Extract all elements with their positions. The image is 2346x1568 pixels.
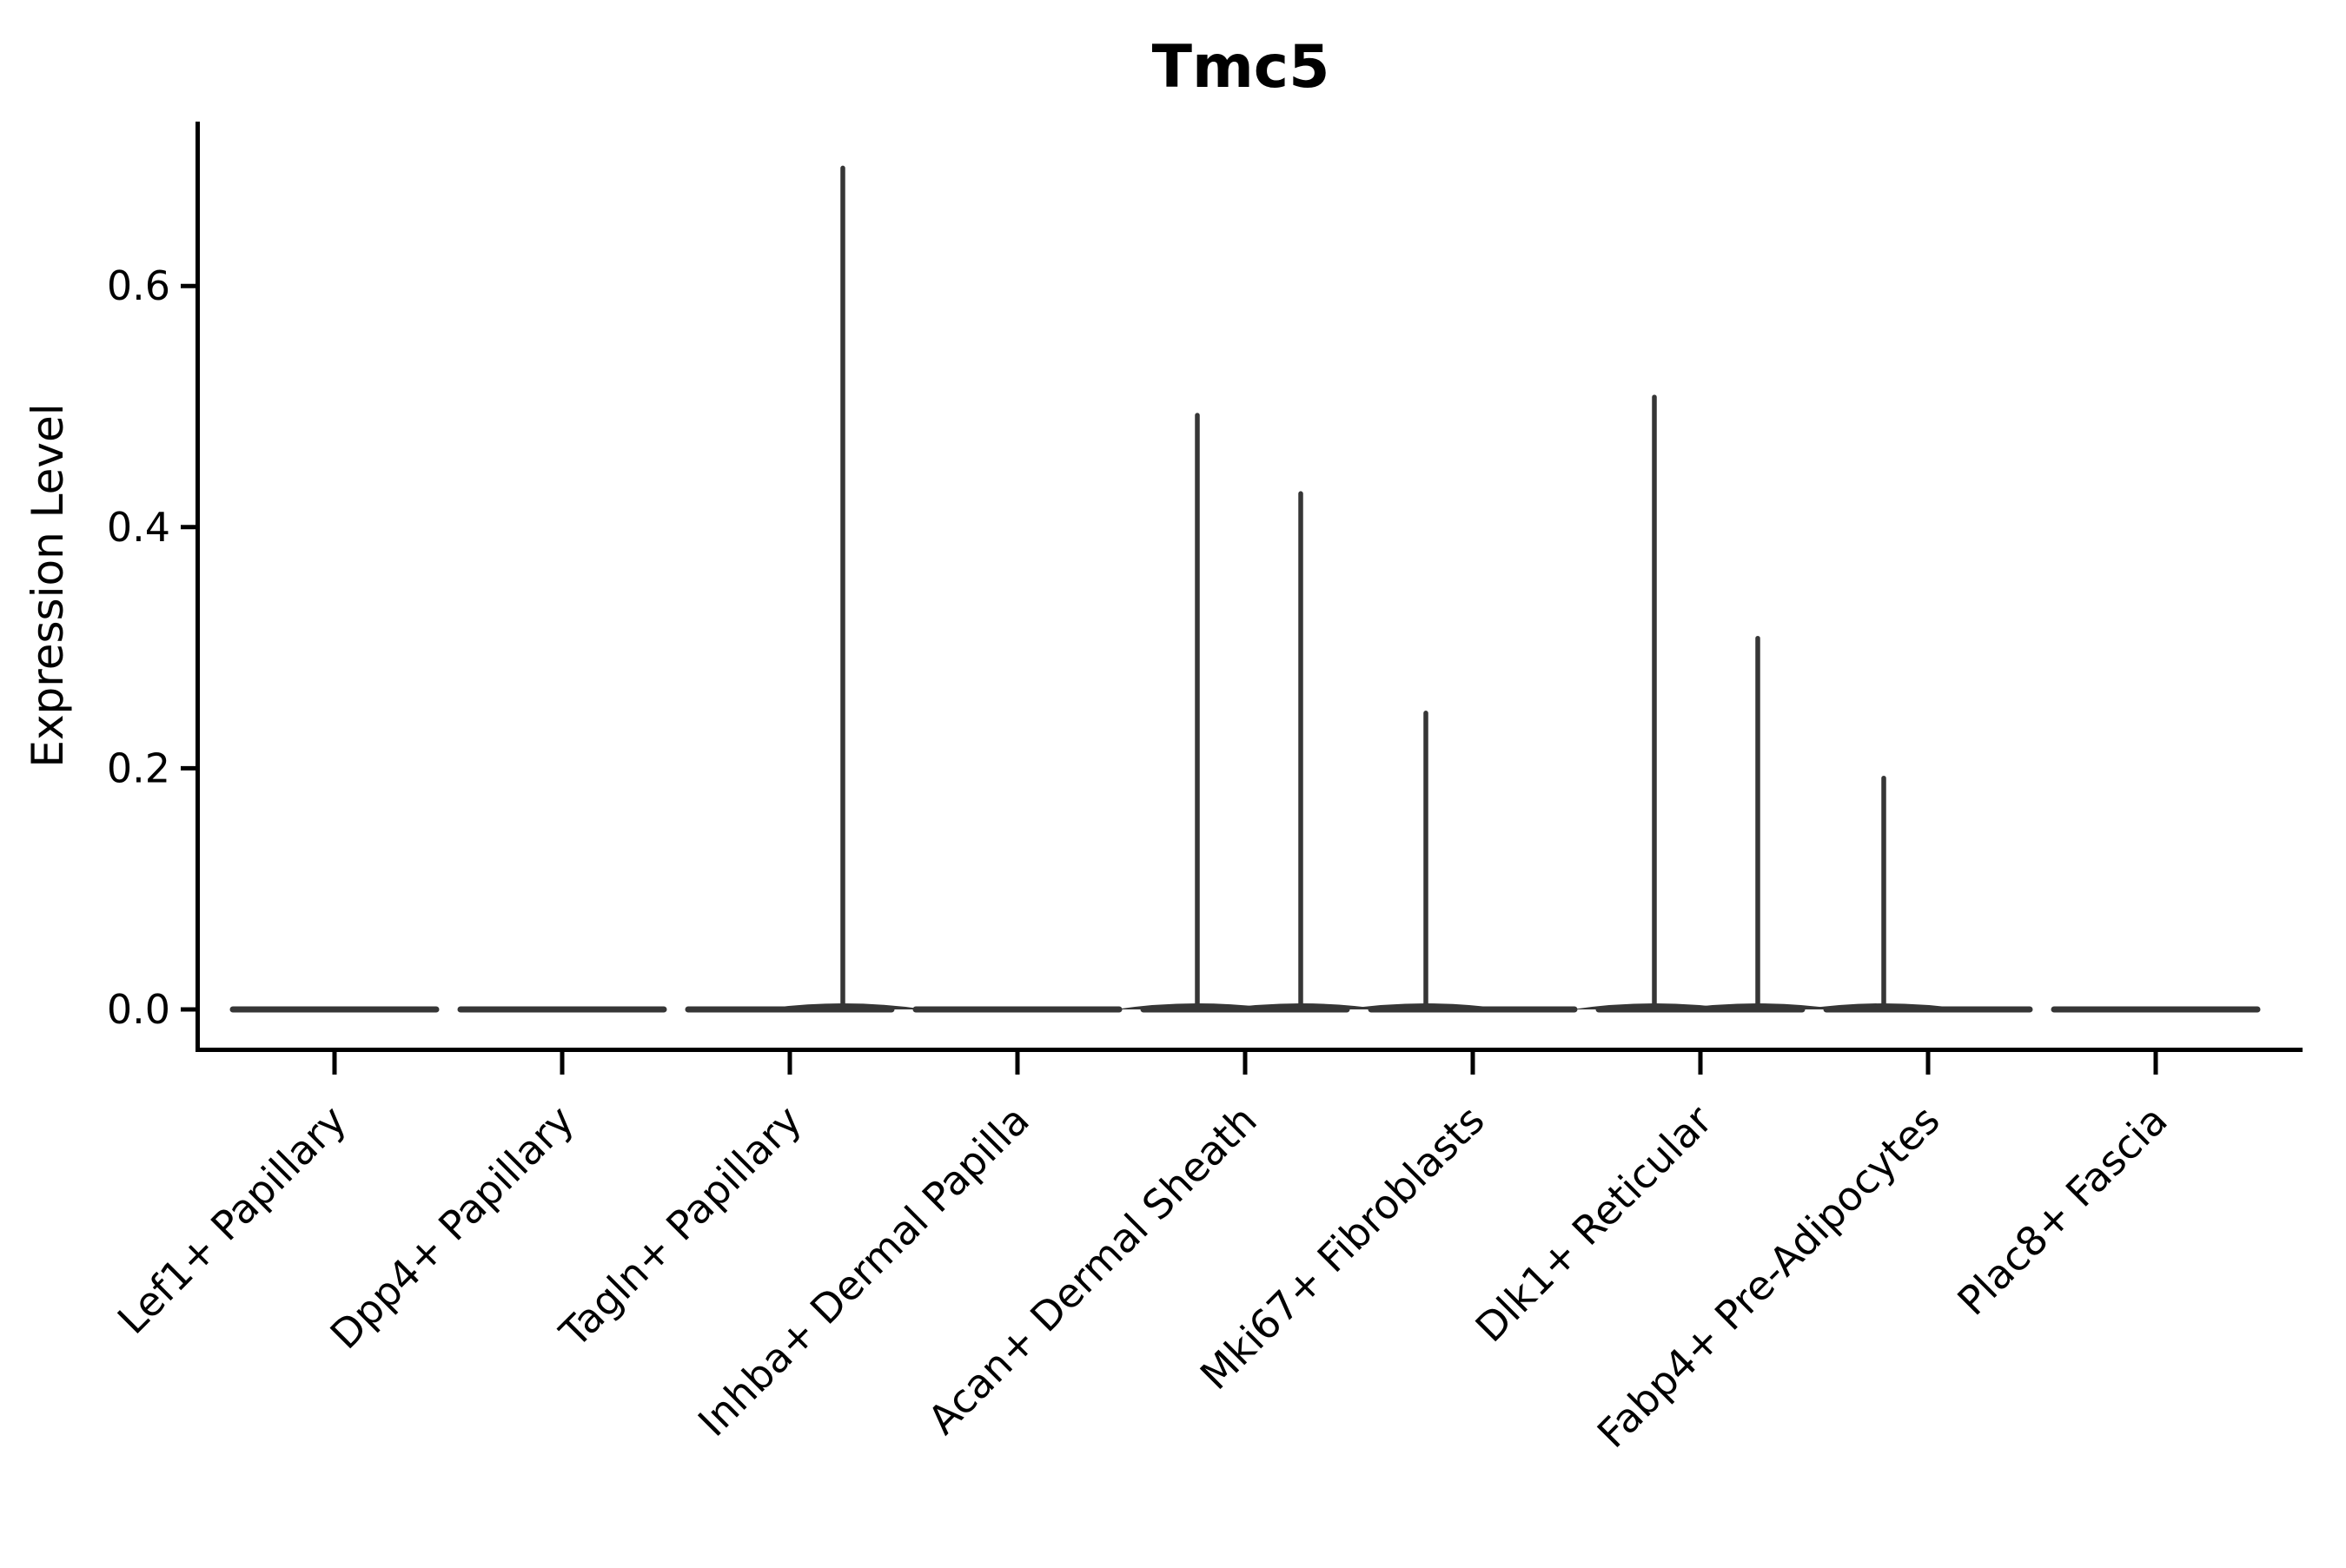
y-tick-label: 0.0 (107, 986, 170, 1033)
category-label: Lef1+ Papillary (109, 1096, 355, 1343)
category-label: Plac8+ Fascia (1948, 1096, 2176, 1324)
chart-title: Tmc5 (1152, 33, 1330, 102)
violins-layer (229, 165, 2261, 1013)
y-tick-label: 0.4 (107, 504, 170, 551)
category-label: Dlk1+ Reticular (1467, 1096, 1721, 1351)
y-axis-label: Expression Level (23, 403, 73, 767)
category-label: Tagln+ Papillary (550, 1096, 811, 1357)
y-tick-label: 0.2 (107, 744, 170, 791)
y-tick-label: 0.6 (107, 262, 170, 309)
category-label: Dpp4+ Papillary (321, 1096, 583, 1358)
